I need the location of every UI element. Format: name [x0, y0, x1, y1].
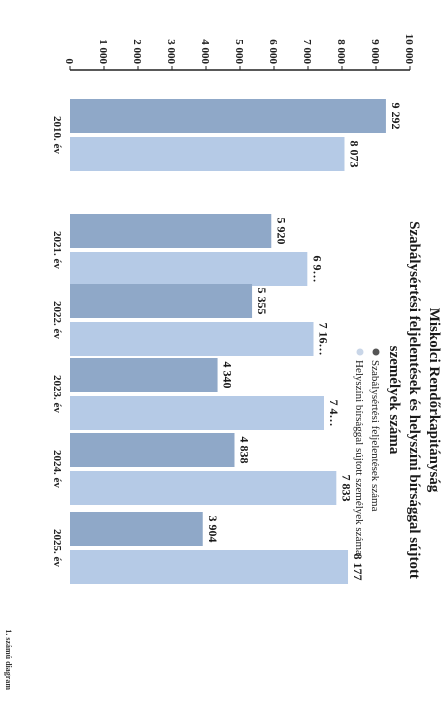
value-tick-label-2: 2 000: [131, 39, 143, 64]
legend-entry-1: Szabálysértési feljelentések száma: [369, 360, 381, 512]
category-label-4: 2023. év: [51, 375, 63, 413]
category-labels: 2010. év 2021. év 2022. év 2023. év 2024. év…: [51, 116, 63, 567]
data-label-2-3: 7 16…: [317, 323, 331, 356]
value-tick-label-1: 1 000: [97, 39, 109, 64]
bar-1-6: [70, 512, 203, 546]
data-label-1-2: 5 920: [274, 218, 288, 245]
category-label-2: 2021. év: [51, 231, 63, 269]
value-tick-label-0: 0: [63, 59, 75, 65]
title-line-2: Szabálysértési feljelentések és helyszín…: [406, 221, 422, 579]
value-tick-label-7: 7 000: [301, 39, 313, 64]
category-label-1: 2010. év: [51, 116, 63, 154]
category-label-5: 2024. év: [51, 450, 63, 488]
value-tick-label-5: 5 000: [233, 39, 245, 64]
legend-marker-2: [356, 348, 364, 356]
data-label-1-1: 9 292: [389, 103, 403, 130]
bar-2-2: [70, 252, 308, 286]
value-tick-label-10: 10 000: [403, 34, 415, 65]
data-label-1-6: 3 904: [206, 516, 220, 543]
data-label-2-4: 7 4…: [327, 400, 341, 427]
legend-marker-1: [372, 348, 380, 356]
legend-entry-2: Helyszíni bírsággal sújtott személyek sz…: [353, 360, 365, 555]
value-tick-label-4: 4 000: [199, 39, 211, 64]
bar-2-5: [70, 471, 337, 505]
bar-1-3: [70, 284, 253, 318]
data-label-1-3: 5 355: [255, 288, 269, 315]
bar-1-5: [70, 433, 235, 467]
value-tick-label-3: 3 000: [165, 39, 177, 64]
bar-1-1: [69, 99, 386, 133]
value-tick-label-6: 6 000: [267, 39, 279, 64]
data-labels: 9 292 8 073 5 920 6 9… 5 355 7 16… 4 340 7 4… 4 …: [206, 103, 403, 581]
category-label-3: 2022. év: [51, 301, 63, 339]
data-label-1-5: 4 838: [237, 437, 251, 464]
bar-2-1: [70, 137, 345, 171]
bar-2-4: [70, 396, 324, 430]
data-label-2-1: 8 073: [347, 141, 361, 168]
category-label-6: 2025. év: [51, 529, 63, 567]
value-tick-label-9: 9 000: [369, 39, 381, 64]
figure-caption: 1. számú diagram: [4, 629, 13, 690]
value-tick-label-8: 8 000: [335, 39, 347, 64]
bar-1-2: [70, 214, 272, 248]
data-label-1-4: 4 340: [221, 362, 235, 389]
bar-1-4: [70, 358, 218, 392]
data-label-2-5: 7 833: [339, 475, 353, 502]
title-line-3: személyek száma: [386, 346, 402, 455]
chart-legend: Szabálysértési feljelentések száma Helysz…: [353, 348, 381, 555]
chart-title: Miskolci RendőrkapitányságSzabálysértési…: [386, 221, 442, 579]
bar-2-3: [70, 322, 314, 356]
title-line-1: Miskolci Rendőrkapitányság: [426, 308, 442, 493]
bar-2-6: [69, 550, 349, 584]
data-label-2-2: 6 9…: [310, 256, 324, 283]
value-axis: 0 1 000 2 000 3 000 4 000 5 000 6 000 7 000 8 00…: [63, 34, 415, 71]
bars-group: [69, 99, 386, 584]
data-label-2-6: 8 177: [351, 554, 365, 581]
